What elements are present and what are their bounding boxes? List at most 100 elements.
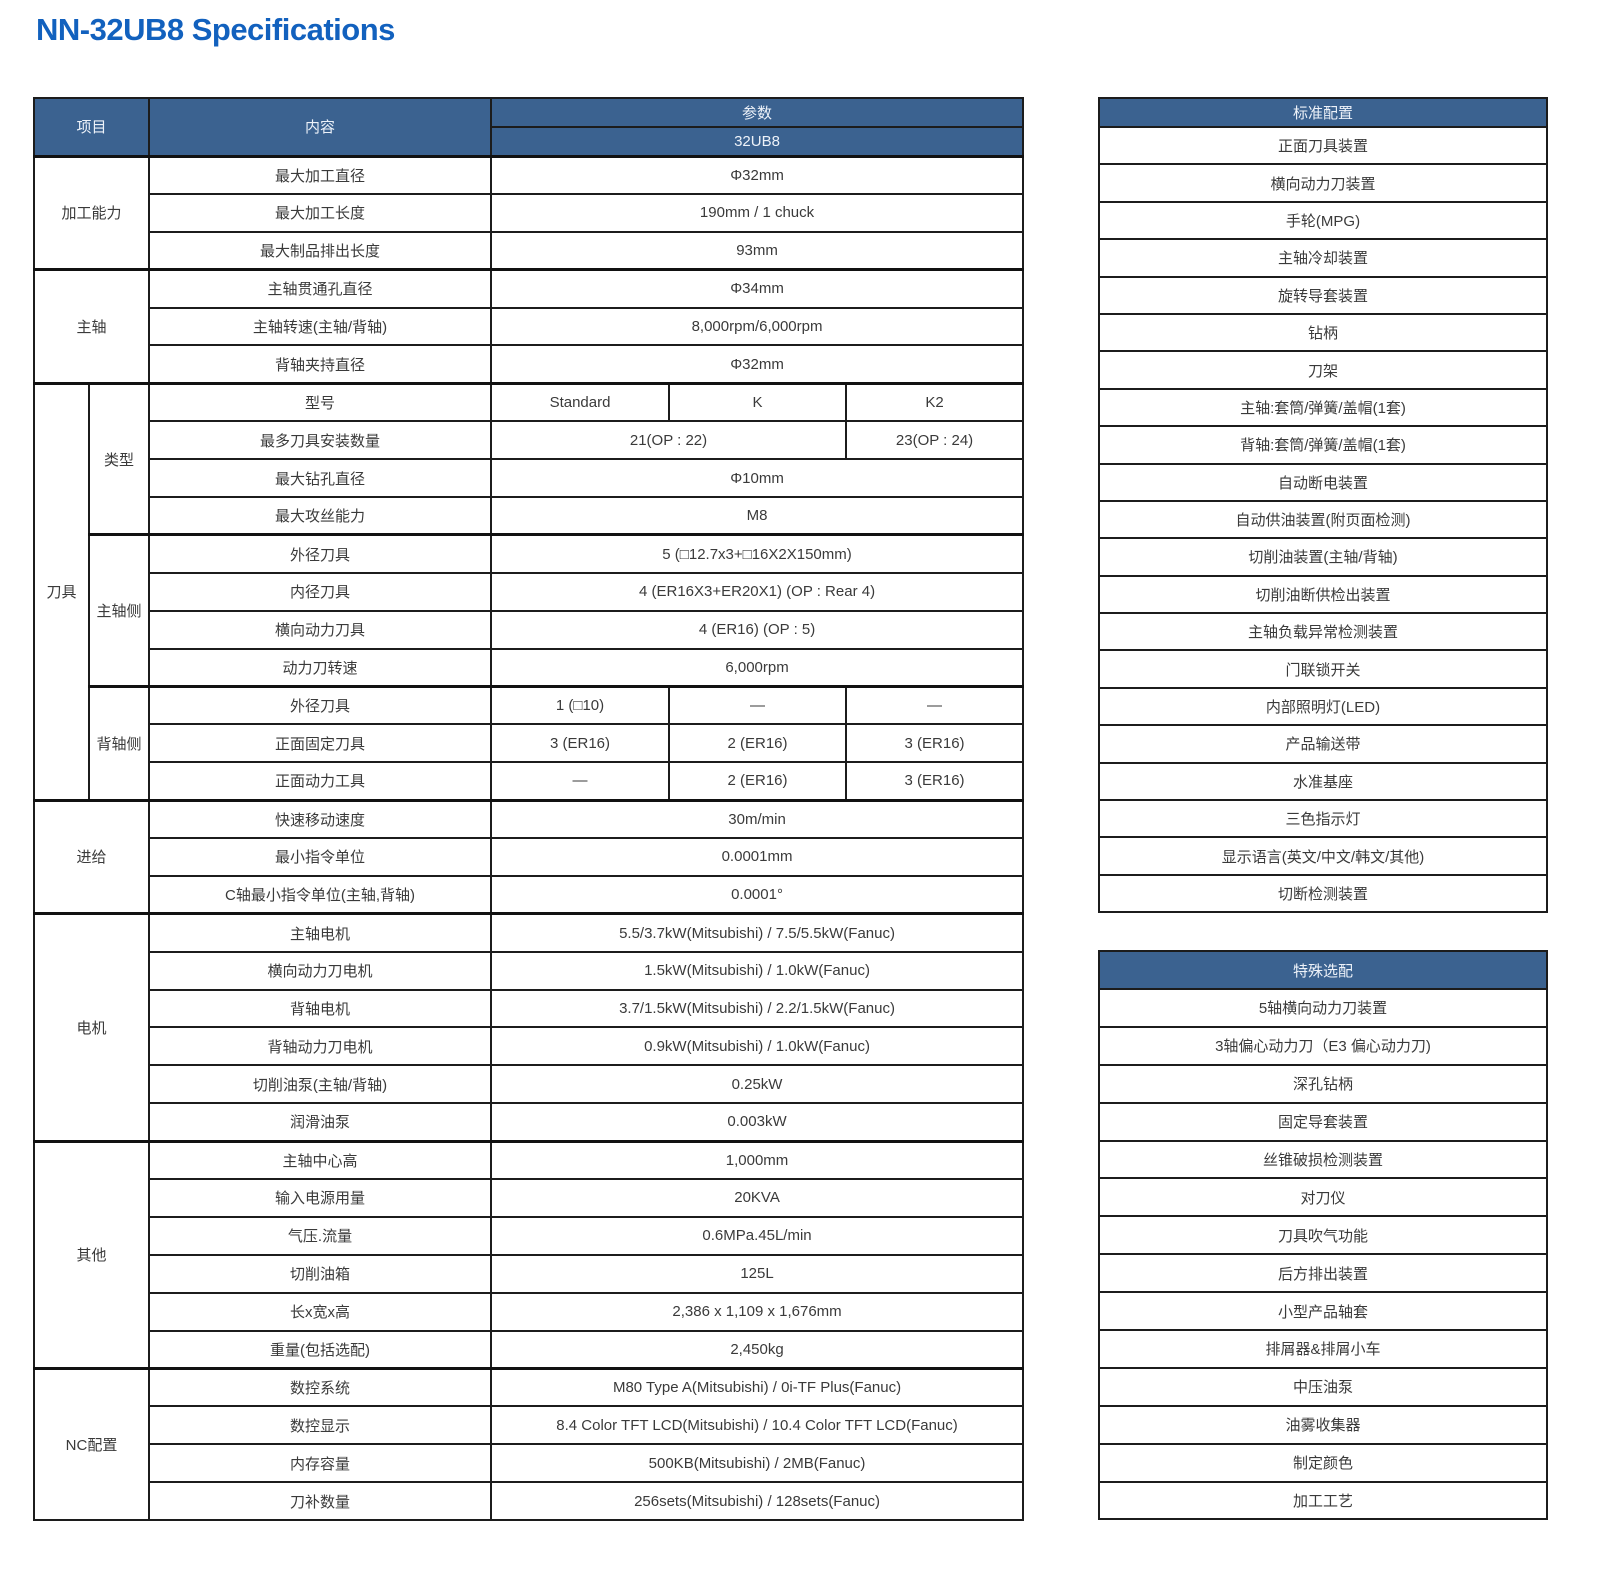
table-row: 动力刀转速 6,000rpm: [34, 647, 1025, 688]
option-item: 中压油泵: [1098, 1366, 1548, 1407]
row-value: 3 (ER16): [845, 723, 1025, 764]
row-label: 外径刀具: [148, 684, 493, 726]
config-item: 正面刀具装置: [1098, 125, 1548, 166]
option-item: 对刀仪: [1098, 1177, 1548, 1218]
table-row: 刀具 类型 型号 Standard K K2: [33, 381, 1025, 802]
row-value: K2: [845, 381, 1025, 423]
table-row: 丝锥破损检测装置: [1098, 1139, 1548, 1180]
row-value: 0.003kW: [490, 1102, 1025, 1143]
option-item: 小型产品轴套: [1098, 1291, 1548, 1332]
table-row: 最多刀具安装数量 21(OP : 22) 23(OP : 24): [34, 420, 1025, 461]
row-label: 横向动力刀电机: [148, 950, 493, 991]
table-row: 输入电源用量 20KVA: [34, 1178, 1025, 1218]
config-item: 切削油断供检出装置: [1098, 574, 1548, 615]
row-value: 8,000rpm/6,000rpm: [490, 306, 1025, 347]
row-value: Φ32mm: [490, 344, 1025, 385]
table-row: 长x宽x高 2,386 x 1,109 x 1,676mm: [34, 1291, 1025, 1332]
table-row: 产品输送带: [1098, 724, 1548, 764]
col-header-item: 项目: [32, 97, 151, 157]
row-value: 125L: [490, 1253, 1025, 1294]
standard-config-title: 标准配置: [1098, 97, 1548, 128]
row-label: C轴最小指令单位(主轴,背轴): [148, 874, 493, 915]
table-row: 切断检测装置: [1098, 873, 1548, 914]
row-value: Φ34mm: [490, 268, 1025, 309]
row-label: 主轴电机: [148, 912, 493, 953]
row-label: 最大钻孔直径: [148, 458, 493, 499]
table-row: 深孔钻柄: [1098, 1063, 1548, 1104]
row-label: 输入电源用量: [148, 1178, 493, 1218]
config-item: 主轴冷却装置: [1098, 238, 1548, 278]
table-row: 刀具吹气功能: [1098, 1215, 1548, 1256]
table-header-row: 标准配置: [1098, 97, 1548, 128]
row-label: 主轴中心高: [148, 1139, 493, 1181]
row-label: 最多刀具安装数量: [148, 420, 493, 461]
table-row: 水准基座: [1098, 761, 1548, 802]
table-header-row: 特殊选配: [1098, 950, 1548, 990]
table-row: 背轴:套筒/弹簧/盖帽(1套): [1098, 425, 1548, 465]
row-value: K: [668, 381, 848, 423]
table-row: 内部照明灯(LED): [1098, 686, 1548, 727]
table-row: 钻柄: [1098, 312, 1548, 353]
option-item: 固定导套装置: [1098, 1101, 1548, 1142]
special-options-title: 特殊选配: [1098, 950, 1548, 990]
row-label: 最小指令单位: [148, 837, 493, 877]
table-row: 最大制品排出长度 93mm: [34, 230, 1025, 271]
row-value: M80 Type A(Mitsubishi) / 0i-TF Plus(Fanu…: [490, 1367, 1025, 1408]
row-value: 20KVA: [490, 1178, 1025, 1218]
row-value: 6,000rpm: [490, 647, 1025, 688]
table-row: 门联锁开关: [1098, 649, 1548, 689]
option-item: 后方排出装置: [1098, 1253, 1548, 1294]
row-label: 重量(包括选配): [148, 1329, 493, 1370]
row-label: 长x宽x高: [148, 1291, 493, 1332]
row-value: 4 (ER16X3+ER20X1) (OP : Rear 4): [490, 571, 1025, 612]
row-label: 润滑油泵: [148, 1102, 493, 1143]
option-item: 3轴偏心动力刀（E3 偏心动力刀): [1098, 1025, 1548, 1066]
table-row: 主轴转速(主轴/背轴) 8,000rpm/6,000rpm: [34, 306, 1025, 347]
config-item: 三色指示灯: [1098, 799, 1548, 839]
table-row: 手轮(MPG): [1098, 200, 1548, 241]
table-row: 切削油装置(主轴/背轴): [1098, 537, 1548, 577]
config-item: 水准基座: [1098, 761, 1548, 802]
row-value: 0.0001mm: [490, 837, 1025, 877]
table-row: 后方排出装置: [1098, 1253, 1548, 1294]
table-row: 3轴偏心动力刀（E3 偏心动力刀): [1098, 1025, 1548, 1066]
table-row: 正面固定刀具 3 (ER16) 2 (ER16) 3 (ER16): [34, 723, 1025, 764]
table-row: 最大钻孔直径 Φ10mm: [34, 458, 1025, 499]
option-item: 5轴横向动力刀装置: [1098, 988, 1548, 1028]
table-row: 自动供油装置(附页面检测): [1098, 499, 1548, 540]
group-label: 电机: [32, 912, 151, 1143]
table-row: 刀架: [1098, 350, 1548, 390]
config-item: 横向动力刀装置: [1098, 163, 1548, 203]
table-row: 内存容量 500KB(Mitsubishi) / 2MB(Fanuc): [34, 1443, 1025, 1484]
config-item: 切削油装置(主轴/背轴): [1098, 537, 1548, 577]
table-row: 刀补数量 256sets(Mitsubishi) / 128sets(Fanuc…: [34, 1481, 1025, 1522]
row-value: —: [845, 684, 1025, 726]
row-label: 快速移动速度: [148, 798, 493, 840]
config-item: 钻柄: [1098, 312, 1548, 353]
group-label: NC配置: [32, 1367, 151, 1522]
subgroup-label: 背轴侧: [87, 684, 151, 802]
table-row: 电机 主轴电机 5.5/3.7kW(Mitsubishi) / 7.5/5.5k…: [32, 912, 1025, 1143]
group-label: 加工能力: [32, 154, 151, 271]
row-value: 3.7/1.5kW(Mitsubishi) / 2.2/1.5kW(Fanuc): [490, 988, 1025, 1029]
table-row: 背轴动力刀电机 0.9kW(Mitsubishi) / 1.0kW(Fanuc): [34, 1026, 1025, 1067]
table-row: NC配置 数控系统 M80 Type A(Mitsubishi) / 0i-TF…: [32, 1367, 1025, 1522]
row-label: 最大加工直径: [148, 154, 493, 195]
table-row: 正面动力工具 — 2 (ER16) 3 (ER16): [34, 761, 1025, 802]
row-value: 2,386 x 1,109 x 1,676mm: [490, 1291, 1025, 1332]
config-item: 刀架: [1098, 350, 1548, 390]
row-value: 5.5/3.7kW(Mitsubishi) / 7.5/5.5kW(Fanuc): [490, 912, 1025, 953]
config-item: 手轮(MPG): [1098, 200, 1548, 241]
row-value: 2 (ER16): [668, 761, 848, 802]
option-item: 油雾收集器: [1098, 1404, 1548, 1445]
group-label: 其他: [32, 1139, 151, 1370]
group-label: 主轴: [32, 268, 151, 385]
table-row: 进给 快速移动速度 30m/min: [32, 798, 1025, 915]
row-value: Φ10mm: [490, 458, 1025, 499]
row-label: 正面动力工具: [148, 761, 493, 802]
row-label: 最大加工长度: [148, 192, 493, 233]
row-label: 切削油泵(主轴/背轴): [148, 1064, 493, 1105]
row-value: 500KB(Mitsubishi) / 2MB(Fanuc): [490, 1443, 1025, 1484]
table-row: 主轴负载异常检测装置: [1098, 612, 1548, 652]
table-row: 背轴夹持直径 Φ32mm: [34, 344, 1025, 385]
